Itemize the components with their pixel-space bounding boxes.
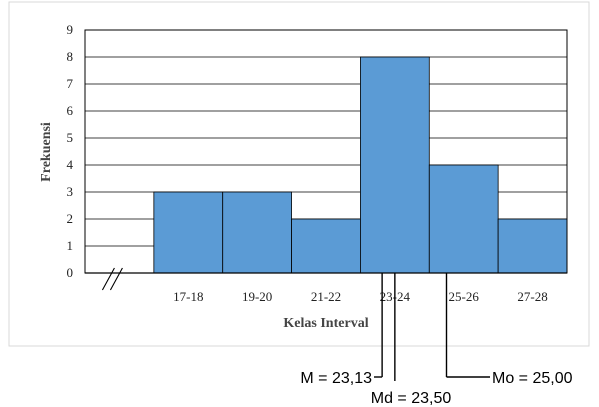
y-tick-label: 6	[67, 103, 74, 118]
y-tick-label: 9	[67, 22, 74, 37]
y-tick-labels: 0 1 2 3 4 5 6 7 8 9	[67, 22, 74, 280]
bar	[497, 218, 568, 274]
x-tick-label: 19-20	[242, 289, 272, 304]
x-tick-label: 21-22	[311, 289, 341, 304]
axes	[84, 29, 568, 291]
y-tick-label: 2	[67, 211, 74, 226]
x-tick-label: 27-28	[517, 289, 547, 304]
bars	[153, 56, 568, 274]
y-tick-label: 4	[67, 157, 74, 172]
annotation-label: Mo = 25,00	[492, 370, 573, 387]
x-tick-label: 17-18	[173, 289, 203, 304]
statistic-annotations: M = 23,13 Md = 23,50 Mo = 25,00	[300, 273, 573, 407]
y-tick-label: 1	[67, 238, 74, 253]
y-tick-label: 3	[67, 184, 74, 199]
y-tick-label: 5	[67, 130, 74, 145]
x-tick-labels: 17-18 19-20 21-22 23-24 25-26 27-28	[173, 289, 548, 304]
axis-break-mark	[101, 267, 115, 291]
bar	[222, 191, 292, 274]
y-tick-label: 7	[67, 76, 74, 91]
bar	[153, 191, 224, 274]
x-tick-label: 25-26	[449, 289, 480, 304]
annotation-label: Md = 23,50	[371, 390, 452, 407]
y-axis-title: Frekuensi	[39, 122, 54, 182]
axis-break-mark	[109, 267, 123, 291]
annotation-label: M = 23,13	[300, 370, 372, 387]
chart-frame	[8, 1, 590, 347]
bar	[291, 218, 361, 274]
y-tick-label: 0	[67, 265, 74, 280]
y-tick-label: 8	[67, 49, 74, 64]
bar	[360, 56, 430, 274]
bar	[428, 164, 499, 274]
x-axis-title: Kelas Interval	[283, 316, 368, 331]
